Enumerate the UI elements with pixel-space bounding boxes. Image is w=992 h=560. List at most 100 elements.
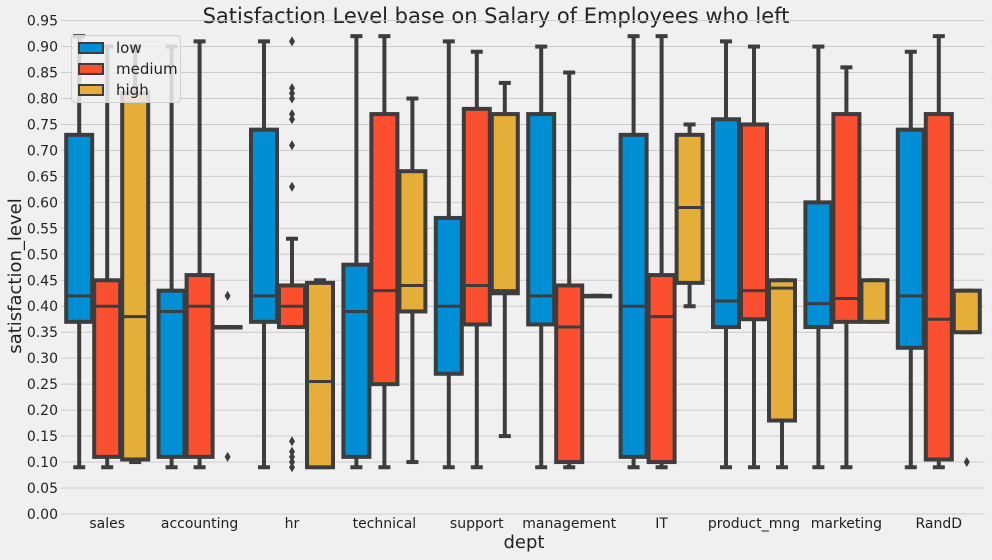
y-tick-label: 0.50 [27, 247, 58, 263]
legend-label-low: low [116, 39, 142, 57]
box-RandD-medium [923, 34, 954, 470]
box-sales-high [120, 44, 151, 465]
outlier-point [289, 83, 295, 94]
box-management-low [526, 44, 557, 470]
box-body [397, 169, 428, 314]
x-tick-label-IT: IT [655, 516, 668, 532]
y-tick-label: 0.00 [27, 507, 58, 523]
x-tick-label-hr: hr [285, 516, 300, 532]
y-tick-label: 0.75 [27, 117, 58, 133]
box-body [156, 288, 187, 459]
box-technical-low [341, 34, 372, 470]
y-tick-label: 0.30 [27, 351, 58, 367]
box-body [739, 122, 769, 322]
y-tick-label: 0.40 [27, 299, 58, 315]
legend-label-high: high [116, 81, 149, 99]
box-technical-high [397, 96, 428, 465]
outlier-point [289, 88, 295, 99]
x-tick-label-accounting: accounting [161, 516, 238, 532]
box-RandD-high [951, 288, 982, 468]
box-hr-medium [277, 36, 307, 473]
x-tick-label-management: management [522, 516, 616, 532]
box-body [461, 106, 492, 327]
y-axis-ticks: 0.00 0.05 0.10 0.15 0.20 0.25 0.30 0.35 0.40 0.45… [27, 14, 58, 523]
box-series [64, 34, 982, 473]
outlier-point [289, 114, 295, 125]
chart-title: Satisfaction Level base on Salary of Emp… [202, 4, 790, 28]
x-tick-label-product_mng: product_mng [708, 516, 800, 532]
outlier-point [289, 457, 295, 468]
y-tick-label: 0.15 [27, 429, 58, 445]
box-IT-medium [646, 34, 677, 470]
outlier-point [289, 446, 295, 457]
outlier-point [224, 451, 231, 462]
box-support-high [489, 80, 520, 439]
outlier-point [289, 451, 295, 462]
box-accounting-low [156, 44, 187, 470]
x-tick-label-RandD: RandD [916, 516, 963, 532]
legend-swatch-high [78, 84, 104, 96]
box-body [305, 280, 335, 470]
box-body [526, 112, 557, 327]
box-technical-medium [369, 34, 400, 470]
box-marketing-low [803, 44, 834, 470]
x-tick-label-technical: technical [353, 516, 417, 532]
box-body [711, 117, 741, 330]
box-body [859, 278, 890, 324]
y-tick-label: 0.20 [27, 403, 58, 419]
y-tick-label: 0.60 [27, 195, 58, 211]
outlier-point [289, 36, 295, 47]
x-tick-label-support: support [450, 516, 504, 532]
box-IT-high [674, 122, 705, 309]
legend-swatch-medium [78, 63, 104, 75]
box-body [803, 200, 834, 330]
box-hr-low [249, 39, 279, 470]
box-body [64, 132, 95, 324]
box-product_mng-high [767, 278, 797, 470]
outlier-point [289, 140, 295, 151]
outlier-point [289, 93, 295, 104]
y-axis-label: satisfaction_level [5, 198, 26, 353]
box-sales-medium [92, 44, 123, 470]
box-marketing-medium [831, 65, 862, 470]
box-body [646, 273, 677, 465]
box-support-low [433, 39, 464, 470]
y-tick-label: 0.65 [27, 169, 58, 185]
x-tick-label-marketing: marketing [811, 516, 882, 532]
y-tick-label: 0.85 [27, 66, 58, 82]
box-body [184, 273, 215, 459]
box-accounting-medium [184, 39, 215, 470]
outlier-point [289, 436, 295, 447]
y-tick-label: 0.90 [27, 40, 58, 56]
box-IT-low [618, 34, 649, 470]
outlier-point [224, 290, 231, 301]
y-tick-label: 0.80 [27, 91, 58, 107]
y-tick-label: 0.95 [27, 14, 58, 30]
outlier-point [963, 457, 970, 468]
legend-label-medium: medium [116, 60, 178, 78]
legend-swatch-low [78, 42, 104, 54]
box-body [489, 112, 520, 296]
box-body [120, 91, 151, 462]
y-tick-label: 0.35 [27, 325, 58, 341]
box-body [895, 127, 926, 350]
box-hr-high [305, 278, 335, 470]
y-tick-label: 0.70 [27, 143, 58, 159]
outlier-point [289, 181, 295, 192]
y-tick-label: 0.10 [27, 455, 58, 471]
box-marketing-high [859, 278, 890, 324]
box-support-medium [461, 49, 492, 470]
box-body [369, 112, 400, 387]
box-product_mng-medium [739, 44, 769, 470]
box-product_mng-low [711, 39, 741, 470]
legend: low medium high [71, 35, 181, 103]
box-body [951, 288, 982, 335]
x-axis-ticks: sales accounting hr technical support managem… [89, 516, 962, 532]
y-tick-label: 0.45 [27, 273, 58, 289]
y-tick-label: 0.55 [27, 221, 58, 237]
box-management-medium [554, 70, 585, 470]
box-body [554, 283, 585, 465]
box-body [923, 112, 954, 462]
y-tick-label: 0.25 [27, 377, 58, 393]
